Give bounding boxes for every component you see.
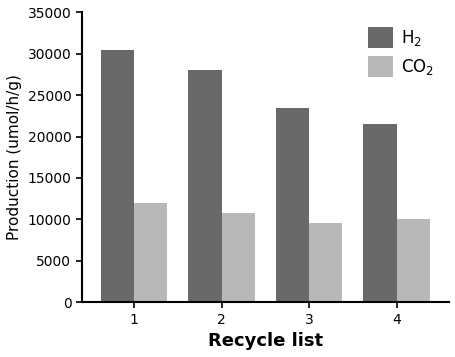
Bar (101, 50, 134, 302)
Bar (134, 203, 167, 302)
X-axis label: Recycle list: Recycle list (207, 332, 322, 350)
Bar (396, 219, 429, 302)
Bar (188, 70, 221, 302)
Legend: H$_2$, CO$_2$: H$_2$, CO$_2$ (360, 21, 440, 84)
Bar (308, 223, 342, 302)
Y-axis label: Production (umol/h/g): Production (umol/h/g) (7, 74, 22, 240)
Bar (275, 107, 308, 302)
Bar (221, 213, 254, 302)
Bar (363, 124, 396, 302)
